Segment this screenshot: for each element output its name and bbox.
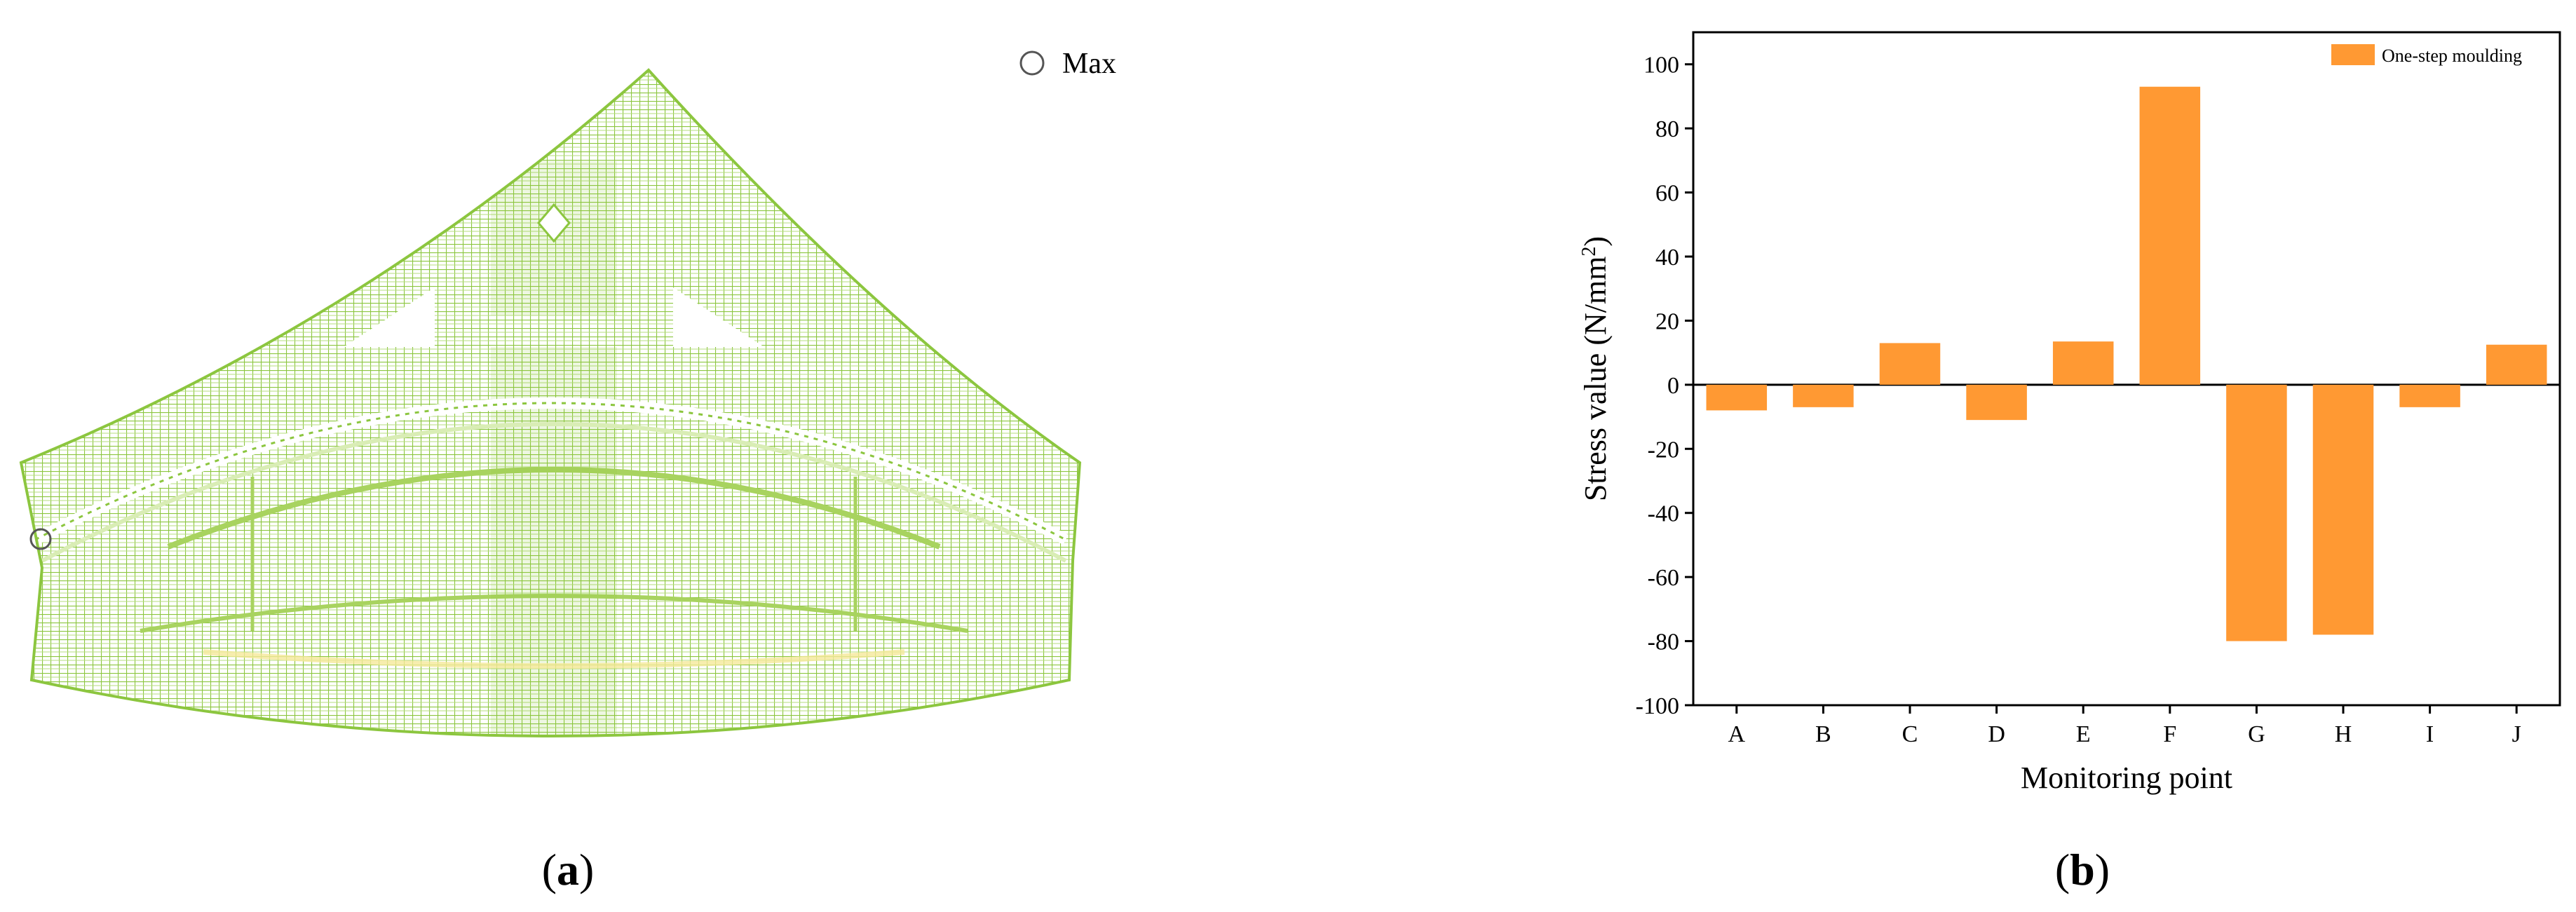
panel-a-label: (a) <box>542 845 595 894</box>
max-legend-icon <box>1019 50 1045 76</box>
mesh-outline <box>19 68 1082 737</box>
bar-C <box>1879 343 1941 385</box>
x-axis-title: Monitoring point <box>2021 761 2232 795</box>
y-tick-label: -60 <box>1648 565 1679 591</box>
legend-swatch <box>2331 44 2375 65</box>
mesh-hole-diamond <box>537 203 571 243</box>
x-tick-label: J <box>2512 721 2521 747</box>
x-tick-label: C <box>1902 721 1918 747</box>
mesh-body <box>21 70 1080 736</box>
y-axis: -100 -80 -60 -40 -20 0 20 40 60 80 100 <box>1636 53 1693 719</box>
x-tick-label: D <box>1988 721 2005 747</box>
max-marker-icon <box>29 528 52 550</box>
bar-E <box>2052 341 2114 385</box>
mesh-bridge <box>435 315 673 347</box>
y-tick-label: 60 <box>1655 181 1679 207</box>
bar-A <box>1706 384 1768 411</box>
bar-G <box>2226 384 2287 641</box>
bar-I <box>2399 384 2460 407</box>
y-tick-label: 80 <box>1655 116 1679 142</box>
bar-D <box>1966 384 2027 421</box>
x-tick-label: B <box>1815 721 1831 747</box>
y-tick-label: 40 <box>1655 245 1679 271</box>
mesh-hole-left <box>344 287 435 347</box>
bar-H <box>2312 384 2374 635</box>
legend: One-step moulding <box>2331 44 2522 66</box>
x-tick-label: I <box>2426 721 2434 747</box>
x-tick-label: E <box>2076 721 2091 747</box>
plot-frame <box>1692 31 2561 707</box>
bar-J <box>2486 344 2547 385</box>
bar-F <box>2139 86 2201 385</box>
x-tick-label: G <box>2248 721 2265 747</box>
y-tick-label: 20 <box>1655 308 1679 334</box>
panel-b-label: (b) <box>2055 845 2110 894</box>
x-tick-label: H <box>2335 721 2352 747</box>
y-tick-label: 100 <box>1643 53 1679 79</box>
y-axis-title: Stress value (N/mm2) <box>1578 236 1613 501</box>
bars <box>1706 86 2547 641</box>
y-tick-label: -80 <box>1648 629 1679 655</box>
mesh-panel: Max <box>19 48 1116 737</box>
y-tick-label: 0 <box>1667 373 1679 399</box>
y-tick-label: -40 <box>1648 501 1679 527</box>
legend-label: One-step moulding <box>2382 46 2522 66</box>
x-tick-label: A <box>1728 721 1746 747</box>
y-tick-label: -20 <box>1648 437 1679 463</box>
x-axis: A B C D E F G H I J <box>1728 705 2521 747</box>
y-tick-label: -100 <box>1636 693 1679 719</box>
mesh-hole-right <box>673 287 764 347</box>
x-tick-label: F <box>2163 721 2176 747</box>
max-legend-label: Max <box>1062 48 1116 80</box>
bar-B <box>1793 384 1854 407</box>
